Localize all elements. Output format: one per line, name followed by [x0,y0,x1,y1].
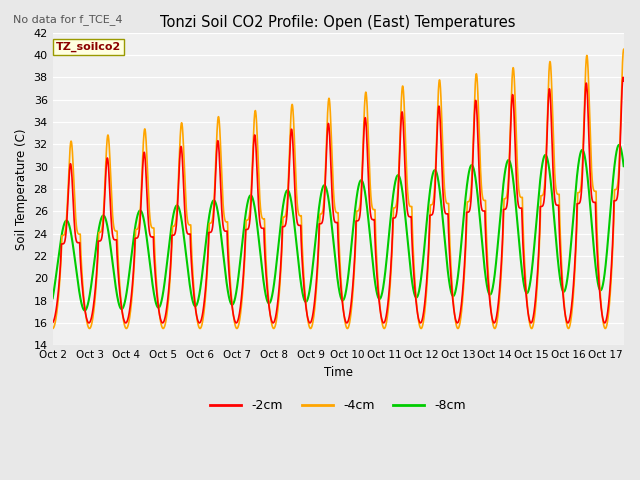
Y-axis label: Soil Temperature (C): Soil Temperature (C) [15,128,28,250]
Title: Tonzi Soil CO2 Profile: Open (East) Temperatures: Tonzi Soil CO2 Profile: Open (East) Temp… [161,15,516,30]
X-axis label: Time: Time [324,366,353,379]
Text: No data for f_TCE_4: No data for f_TCE_4 [13,14,122,25]
Text: TZ_soilco2: TZ_soilco2 [56,42,121,52]
Legend: -2cm, -4cm, -8cm: -2cm, -4cm, -8cm [205,394,471,417]
